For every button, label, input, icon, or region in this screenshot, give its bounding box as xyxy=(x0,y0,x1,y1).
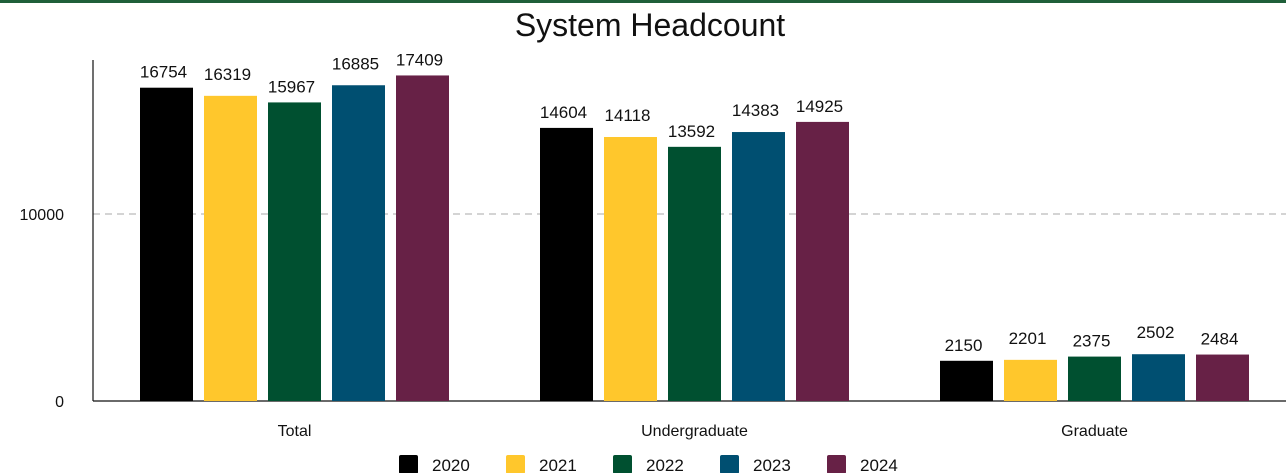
bar xyxy=(396,75,449,402)
x-tick-label: Graduate xyxy=(1061,423,1128,440)
legend-label: 2022 xyxy=(646,456,684,473)
data-label: 2201 xyxy=(1009,329,1047,348)
y-tick-label: 10000 xyxy=(20,207,65,224)
data-label: 16319 xyxy=(204,65,251,84)
legend: 2020 2021 2022 2023 2024 xyxy=(399,455,898,473)
data-labels-layer: 16754 16319 15967 16885 17409 14604 14118 13592… xyxy=(140,50,1239,354)
bars-layer xyxy=(140,75,1249,402)
bar xyxy=(668,146,721,401)
chart-title: System Headcount xyxy=(515,7,785,43)
data-label: 14604 xyxy=(540,103,587,122)
legend-swatch xyxy=(720,455,739,473)
y-tick-label: 0 xyxy=(55,394,64,411)
bar xyxy=(540,127,593,401)
legend-swatch xyxy=(506,455,525,473)
legend-label: 2020 xyxy=(432,456,470,473)
legend-swatch xyxy=(827,455,846,473)
bar xyxy=(1068,356,1121,401)
data-label: 2150 xyxy=(945,336,983,355)
bar xyxy=(332,85,385,402)
bar xyxy=(268,102,321,401)
x-tick-label: Undergraduate xyxy=(641,423,748,440)
bar xyxy=(796,121,849,401)
bar xyxy=(1004,359,1057,401)
data-label: 2484 xyxy=(1201,330,1239,349)
x-tick-label: Total xyxy=(278,423,312,440)
data-label: 2502 xyxy=(1137,323,1175,342)
data-label: 17409 xyxy=(396,50,443,69)
data-label: 13592 xyxy=(668,122,715,141)
top-border xyxy=(0,0,1286,3)
bar xyxy=(1132,354,1185,401)
bar xyxy=(604,136,657,401)
data-label: 16885 xyxy=(332,54,379,73)
data-label: 15967 xyxy=(268,77,315,96)
data-label: 2375 xyxy=(1073,332,1111,351)
data-label: 16754 xyxy=(140,63,187,82)
bar xyxy=(1196,354,1249,401)
legend-swatch xyxy=(613,455,632,473)
legend-label: 2023 xyxy=(753,456,791,473)
legend-label: 2024 xyxy=(860,456,898,473)
bar xyxy=(732,132,785,401)
data-label: 14383 xyxy=(732,101,779,120)
legend-label: 2021 xyxy=(539,456,577,473)
data-label: 14118 xyxy=(604,106,650,125)
bar xyxy=(204,95,257,401)
bar xyxy=(940,360,993,401)
legend-swatch xyxy=(399,455,418,473)
bar xyxy=(140,87,193,402)
data-label: 14925 xyxy=(796,97,843,116)
